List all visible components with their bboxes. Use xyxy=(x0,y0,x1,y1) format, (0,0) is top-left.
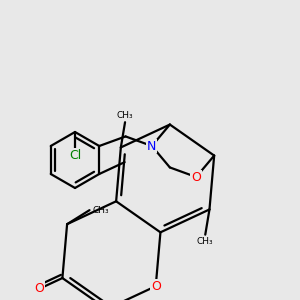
Text: CH₃: CH₃ xyxy=(117,111,134,120)
Text: O: O xyxy=(34,282,44,295)
Text: Cl: Cl xyxy=(69,149,81,162)
Text: O: O xyxy=(151,280,161,293)
Text: O: O xyxy=(191,170,201,184)
Text: CH₃: CH₃ xyxy=(92,206,109,215)
Text: CH₃: CH₃ xyxy=(197,237,214,246)
Text: N: N xyxy=(147,140,157,152)
